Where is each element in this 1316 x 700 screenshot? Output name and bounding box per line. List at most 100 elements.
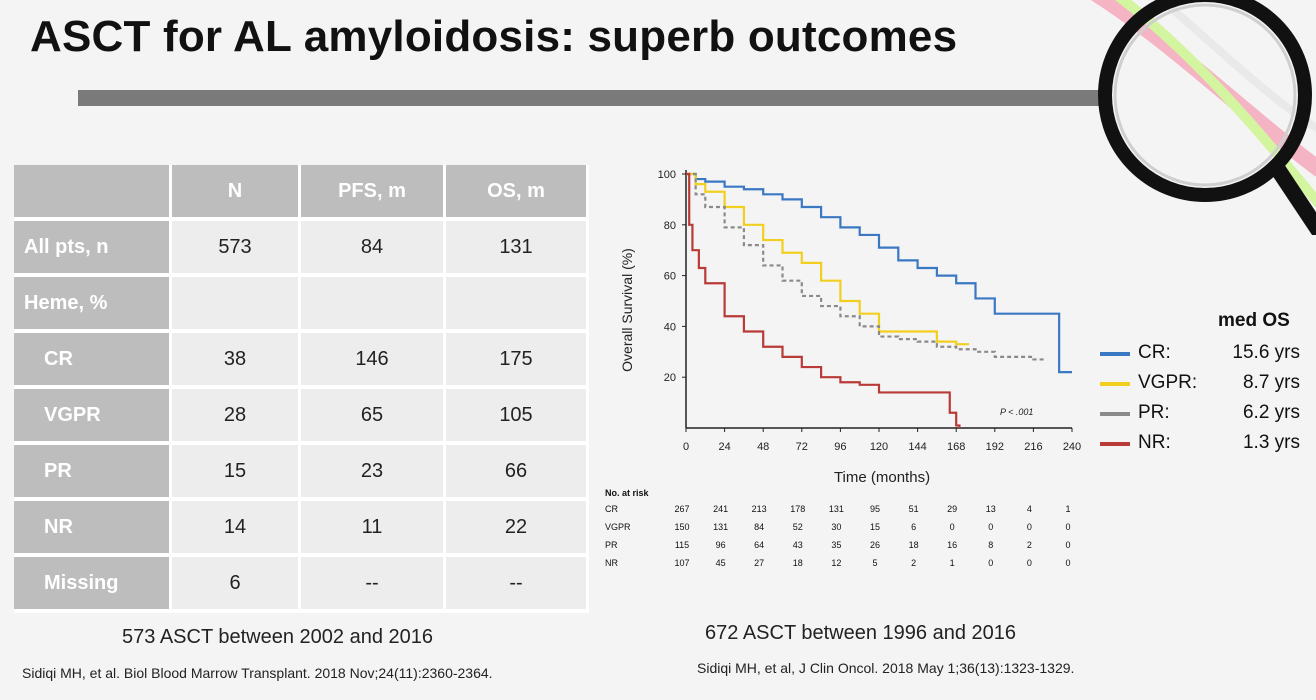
cell-os: 105 xyxy=(446,389,589,445)
cell-os xyxy=(446,277,589,333)
right-reference: Sidiqi MH, et al, J Clin Oncol. 2018 May… xyxy=(697,660,1075,676)
legend-swatch xyxy=(1100,442,1130,446)
risk-cell: 0 xyxy=(988,522,994,532)
cell-n: 15 xyxy=(172,445,301,501)
x-tick-label: 240 xyxy=(1063,441,1081,453)
risk-row-label: VGPR xyxy=(605,522,631,532)
y-tick-label: 40 xyxy=(664,321,676,333)
risk-cell: 4 xyxy=(1026,504,1032,514)
legend-item-cr: CR: 15.6 yrs xyxy=(1100,340,1310,370)
risk-cell: 1 xyxy=(1065,504,1071,514)
x-tick-label: 168 xyxy=(947,441,965,453)
table-header-cell: OS, m xyxy=(446,165,589,221)
legend-swatch xyxy=(1100,352,1130,356)
risk-cell: 2 xyxy=(911,558,917,568)
risk-cell: 84 xyxy=(754,522,765,532)
series-line-vgpr xyxy=(686,172,970,346)
risk-cell: 131 xyxy=(713,522,729,532)
y-tick-label: 20 xyxy=(664,372,676,384)
cell-os: 22 xyxy=(446,501,589,557)
cell-n xyxy=(172,277,301,333)
table-row: Missing 6 -- -- xyxy=(14,557,589,613)
table-row: NR 14 11 22 xyxy=(14,501,589,557)
title-underline-bar xyxy=(78,90,1108,106)
survival-chart: 0 24 48 72 96 120 144 168 192 216 240 20 40 60 80 100 O… xyxy=(619,169,1081,486)
risk-cell: 96 xyxy=(715,540,726,550)
cell-n: 573 xyxy=(172,221,301,277)
row-label: PR xyxy=(14,445,172,501)
risk-cell: 18 xyxy=(792,558,803,568)
risk-cell: 0 xyxy=(1065,558,1071,568)
risk-cell: 5 xyxy=(872,558,878,568)
risk-cell: 107 xyxy=(674,558,690,568)
row-label: NR xyxy=(14,501,172,557)
left-caption: 573 ASCT between 2002 and 2016 xyxy=(122,626,433,648)
risk-cell: 0 xyxy=(988,558,994,568)
table-header-cell: PFS, m xyxy=(301,165,446,221)
legend-label: CR: xyxy=(1138,342,1171,363)
risk-cell: 8 xyxy=(988,540,994,550)
risk-cell: 29 xyxy=(947,504,958,514)
legend-value: 6.2 yrs xyxy=(1242,402,1300,423)
risk-cell: 16 xyxy=(947,540,958,550)
legend-swatch xyxy=(1100,382,1130,386)
legend-value: 15.6 yrs xyxy=(1232,342,1300,363)
cell-n: 38 xyxy=(172,333,301,389)
table-row: All pts, n 573 84 131 xyxy=(14,221,589,277)
p-value-annotation: P < .001 xyxy=(1000,407,1033,417)
risk-row-label: CR xyxy=(605,504,618,514)
x-tick-label: 48 xyxy=(757,441,769,453)
legend-label: VGPR: xyxy=(1138,372,1198,393)
legend-swatch xyxy=(1100,412,1130,416)
risk-row: PR 115 96 64 43 35 26 18 16 8 2 0 xyxy=(605,540,1071,558)
table-header-row: N PFS, m OS, m xyxy=(14,165,589,221)
risk-cell: 15 xyxy=(869,522,880,532)
legend-item-vgpr: VGPR: 8.7 yrs xyxy=(1100,370,1310,400)
slide-title: ASCT for AL amyloidosis: superb outcomes xyxy=(30,12,958,61)
risk-cell: 27 xyxy=(754,558,765,568)
table-row: CR 38 146 175 xyxy=(14,333,589,389)
risk-cell: 115 xyxy=(674,540,690,550)
cell-os: 175 xyxy=(446,333,589,389)
cell-pfs: 23 xyxy=(301,445,446,501)
risk-cell: 43 xyxy=(792,540,803,550)
risk-cell: 0 xyxy=(949,522,955,532)
legend-label: PR: xyxy=(1138,402,1170,423)
y-tick-label: 80 xyxy=(664,220,676,232)
risk-cell: 45 xyxy=(715,558,726,568)
risk-cell: 0 xyxy=(1065,522,1071,532)
x-tick-label: 120 xyxy=(870,441,888,453)
risk-cell: 241 xyxy=(713,504,729,514)
series-line-pr xyxy=(686,172,1047,361)
row-label: All pts, n xyxy=(14,221,172,277)
row-label: VGPR xyxy=(14,389,172,445)
cell-pfs: 65 xyxy=(301,389,446,445)
risk-row: VGPR 150 131 84 52 30 15 6 0 0 0 0 xyxy=(605,522,1071,540)
x-tick-label: 0 xyxy=(683,441,689,453)
cell-pfs: 146 xyxy=(301,333,446,389)
legend-value: 8.7 yrs xyxy=(1242,372,1300,393)
risk-cell: 35 xyxy=(831,540,842,550)
risk-cell: 0 xyxy=(1065,540,1071,550)
legend-item-nr: NR: 1.3 yrs xyxy=(1100,430,1310,460)
risk-cell: 178 xyxy=(790,504,806,514)
risk-cell: 30 xyxy=(831,522,842,532)
risk-cell: 52 xyxy=(792,522,803,532)
number-at-risk-table: No. at risk CR 267 241 213 178 131 95 51 29 13 4 1 V… xyxy=(605,488,1071,576)
legend-label: NR: xyxy=(1138,432,1171,453)
risk-cell: 267 xyxy=(674,504,690,514)
risk-cell: 1 xyxy=(949,558,955,568)
cell-n: 6 xyxy=(172,557,301,613)
table-row: PR 15 23 66 xyxy=(14,445,589,501)
risk-row: NR 107 45 27 18 12 5 2 1 0 0 0 xyxy=(605,558,1071,576)
outcomes-table: N PFS, m OS, m All pts, n 573 84 131 Hem… xyxy=(14,165,589,613)
table-row: Heme, % xyxy=(14,277,589,333)
risk-cell: 18 xyxy=(908,540,919,550)
risk-row: CR 267 241 213 178 131 95 51 29 13 4 1 xyxy=(605,504,1071,522)
x-axis-label: Time (months) xyxy=(834,469,930,486)
x-tick-label: 72 xyxy=(796,441,808,453)
risk-cell: 64 xyxy=(754,540,765,550)
risk-cell: 0 xyxy=(1026,522,1032,532)
table-header-cell xyxy=(14,165,172,221)
cell-pfs: -- xyxy=(301,557,446,613)
